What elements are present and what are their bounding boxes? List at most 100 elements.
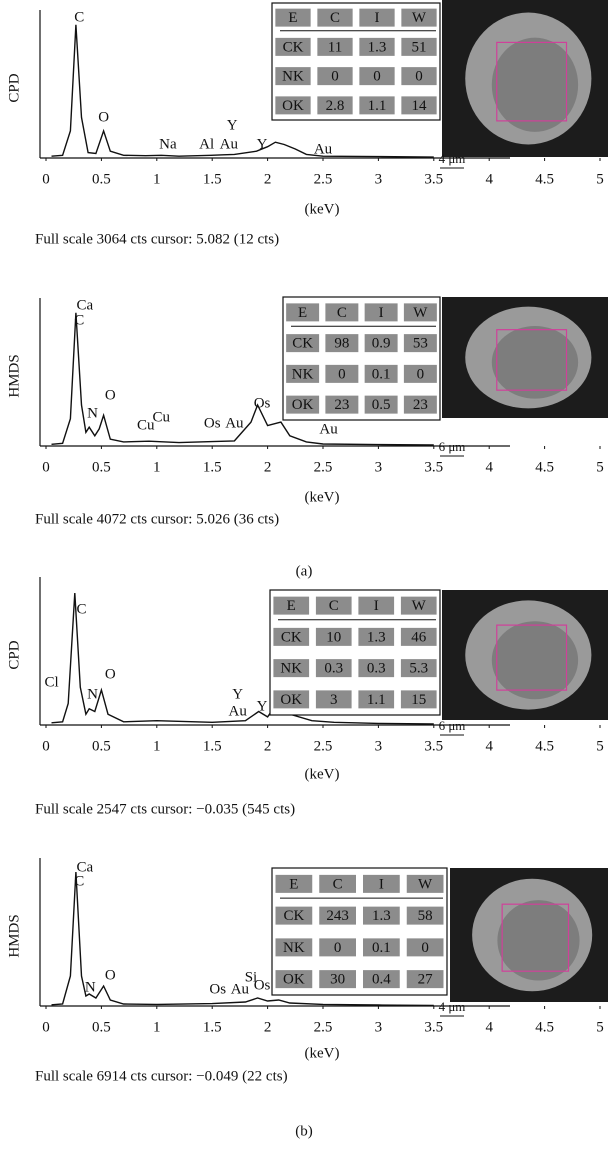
table-cell-bg (319, 874, 356, 893)
x-tick-label: 0.5 (92, 738, 111, 754)
table-cell: 0.9 (372, 336, 391, 352)
table-cell-bg (406, 906, 444, 925)
peak-label: Y (232, 686, 243, 702)
table-cell-bg (403, 334, 437, 353)
peak-label: Os (254, 977, 271, 993)
spectrum-line (51, 24, 434, 158)
peak-label: Si (245, 969, 258, 985)
table-cell: I (379, 305, 384, 321)
spectrum-line (51, 593, 434, 725)
x-tick-label: 5 (596, 1019, 604, 1035)
table-cell: 0 (415, 69, 423, 85)
table-cell: CK (281, 629, 302, 645)
x-tick-label: 4.5 (535, 738, 554, 754)
table-cell-bg (315, 627, 352, 646)
x-tick-label: 4.5 (535, 459, 554, 475)
peak-label: Y (227, 117, 238, 133)
x-tick-label: 2.5 (314, 459, 333, 475)
peak-label: C (74, 9, 84, 25)
table-cell: 0 (421, 940, 429, 956)
table-cell: 11 (328, 39, 342, 55)
table-cell: 0 (338, 366, 346, 382)
table-cell: 5.3 (409, 661, 428, 677)
table-cell-bg (406, 938, 444, 957)
table-cell: 1.1 (368, 98, 387, 114)
caption: Full scale 2547 cts cursor: −0.035 (545 … (35, 801, 295, 817)
table-cell: 0.1 (372, 366, 391, 382)
x-tick-label: 1 (153, 459, 161, 475)
table-cell: OK (283, 972, 305, 988)
table-cell-bg (400, 659, 437, 678)
table-cell-bg (325, 364, 359, 383)
peak-label: Au (225, 415, 244, 431)
peak-label: Cl (44, 674, 58, 690)
table-cell-bg (315, 596, 352, 615)
table-cell-bg (359, 37, 395, 56)
table-cell: E (288, 10, 297, 26)
table-cell-bg (406, 970, 444, 989)
peak-label: O (98, 109, 109, 125)
x-tick-label: 1.5 (203, 738, 222, 754)
x-tick-label: 5 (596, 171, 604, 187)
peak-label: C (74, 312, 84, 328)
table-cell: 0 (334, 940, 342, 956)
table-cell: 1.3 (372, 908, 391, 924)
table-cell: 0.5 (372, 397, 391, 413)
table-cell: OK (292, 397, 314, 413)
x-tick-label: 3 (375, 1019, 383, 1035)
sem-roi (496, 41, 568, 122)
sem-particle-shade (491, 37, 579, 132)
table-cell-bg (359, 96, 395, 115)
peak-label: Au (220, 136, 239, 152)
caption: Full scale 6914 cts cursor: −0.049 (22 c… (35, 1068, 288, 1084)
table-cell: 1.3 (368, 39, 387, 55)
x-tick-label: 5 (596, 738, 604, 754)
table-cell: 0.3 (367, 661, 386, 677)
x-tick-label: 0.5 (92, 459, 111, 475)
table-cell-bg (401, 67, 437, 86)
peak-label: N (87, 686, 98, 702)
peak-label: Au (319, 421, 338, 437)
table-cell-bg (275, 67, 311, 86)
x-tick-label: 5 (596, 459, 604, 475)
table-cell-bg (400, 627, 437, 646)
panel-label: (b) (295, 1123, 313, 1139)
table-cell-bg (400, 596, 437, 615)
table-cell-bg (403, 364, 437, 383)
table-cell: 23 (334, 397, 349, 413)
peak-label: Au (231, 981, 250, 997)
x-tick-label: 4 (485, 738, 493, 754)
x-tick-label: 2.5 (314, 1019, 333, 1035)
x-tick-label: 2 (264, 171, 272, 187)
table-cell: 30 (330, 972, 345, 988)
table-cell-bg (275, 938, 313, 957)
peak-label: Ca (76, 859, 93, 875)
table-cell-bg (275, 906, 313, 925)
scale-bar-label: 4 μm (439, 999, 466, 1014)
table-cell: 46 (411, 629, 427, 645)
peak-label: N (85, 979, 96, 995)
table-cell: CK (283, 908, 304, 924)
x-tick-label: 2 (264, 1019, 272, 1035)
table-cell: 0 (331, 69, 339, 85)
table-cell: OK (280, 692, 302, 708)
peak-label: Cu (137, 417, 155, 433)
table-cell: 243 (326, 908, 349, 924)
peak-label: Y (257, 136, 268, 152)
y-axis-label: HMDS (6, 354, 22, 397)
table-cell: 1.3 (367, 629, 386, 645)
table-cell: NK (283, 940, 305, 956)
table-cell: W (413, 305, 428, 321)
peak-label: N (87, 405, 98, 421)
table-cell-bg (358, 690, 395, 709)
scale-bar-label: 6 μm (439, 718, 466, 733)
x-tick-label: 2 (264, 459, 272, 475)
table-cell-bg (286, 364, 320, 383)
table-cell-bg (400, 690, 437, 709)
x-tick-label: 1.5 (203, 459, 222, 475)
x-axis-label: (keV) (305, 766, 340, 782)
table-cell: 58 (418, 908, 433, 924)
caption: Full scale 4072 cts cursor: 5.026 (36 ct… (35, 511, 279, 527)
table-cell: C (330, 10, 340, 26)
table-cell-bg (286, 303, 320, 322)
